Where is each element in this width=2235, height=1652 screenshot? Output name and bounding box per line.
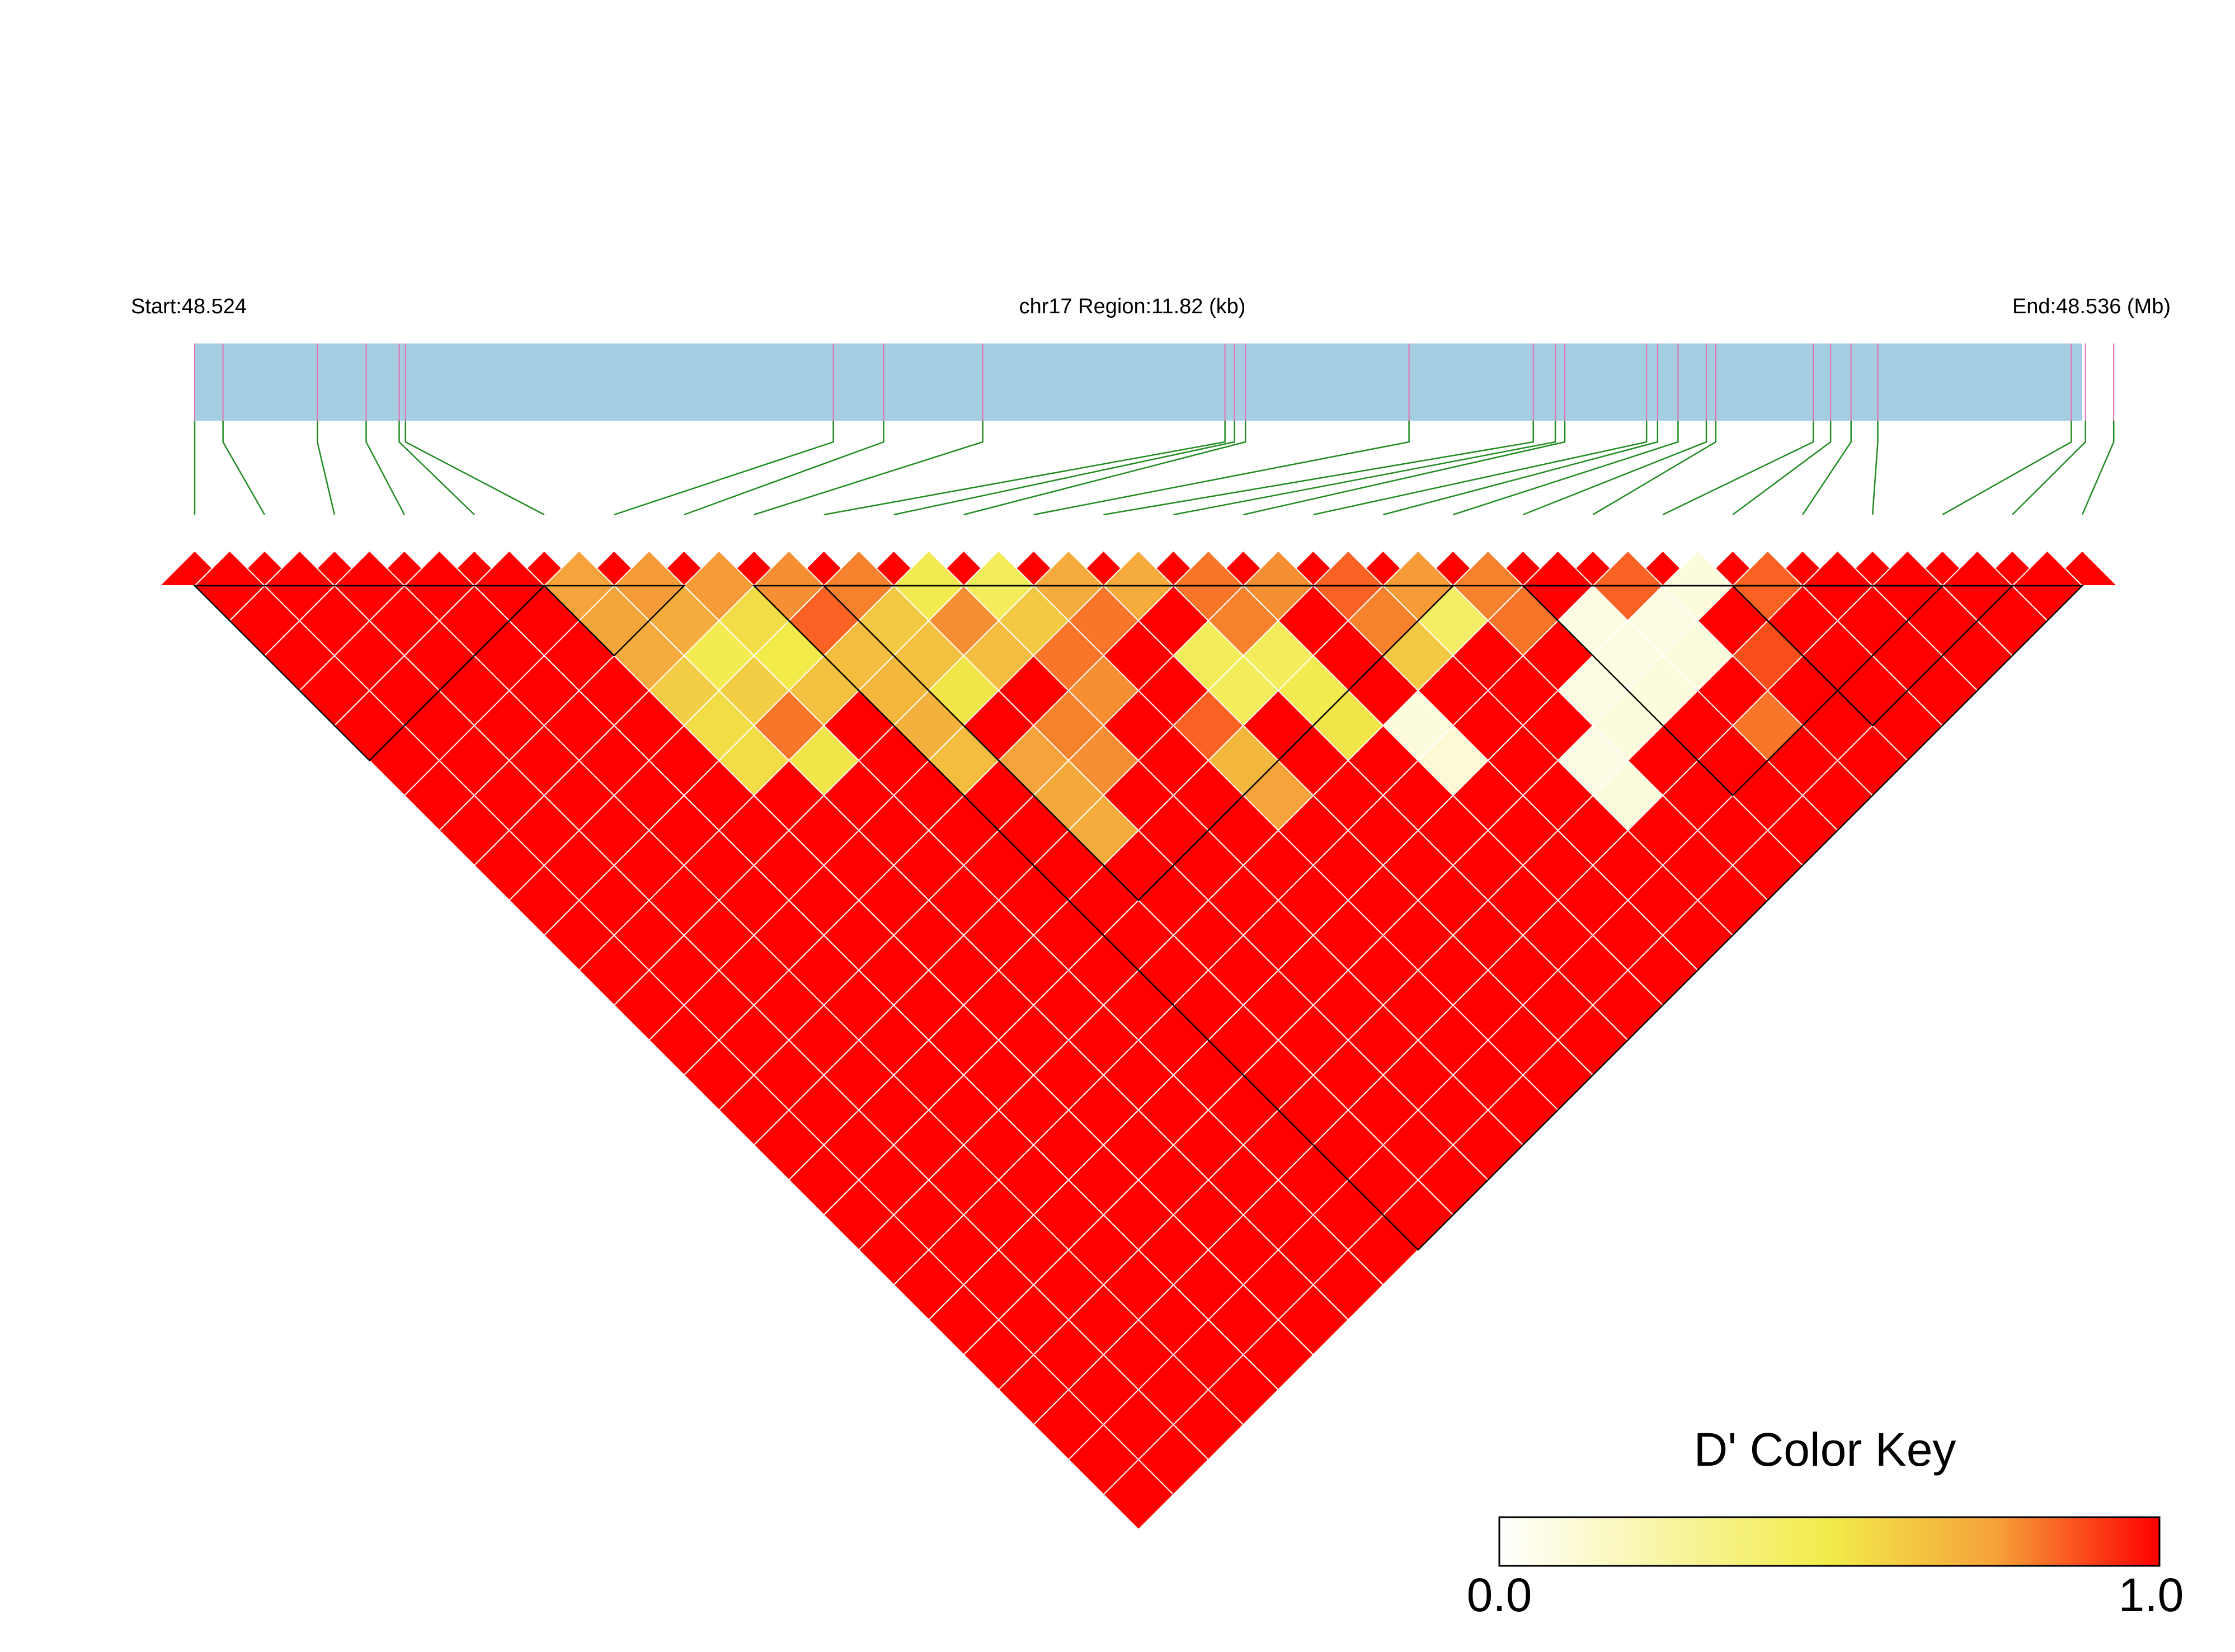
region-start-label: Start:48.524 <box>131 295 247 318</box>
snp-connector <box>1802 421 1852 515</box>
snp-connector <box>1871 421 1879 515</box>
genomic-region-bar <box>195 343 2082 421</box>
header-labels: Start:48.524 chr17 Region:11.82 (kb) End… <box>131 295 2171 318</box>
color-key-min-label: 0.0 <box>1467 1569 1532 1621</box>
snp-connector <box>1592 421 1717 516</box>
snp-connector <box>2012 421 2086 515</box>
color-key-max-label: 1.0 <box>2119 1569 2184 1621</box>
ld-matrix-cells <box>158 550 2119 1531</box>
ld-block-outline <box>822 585 1455 902</box>
snp-connector <box>222 421 266 515</box>
snp-connector <box>365 421 405 515</box>
snp-connector-lines <box>194 421 2115 516</box>
snp-connector <box>1732 421 1832 516</box>
snp-connector <box>2081 421 2115 515</box>
snp-connector <box>614 421 834 516</box>
ld-block-outlines <box>192 585 2085 1251</box>
region-end-label: End:48.536 (Mb) <box>2012 295 2171 318</box>
snp-connector <box>963 421 1246 516</box>
snp-connector <box>893 421 1235 516</box>
snp-connector <box>1313 421 1648 516</box>
color-key-title: D' Color Key <box>1694 1423 1956 1476</box>
snp-connector <box>317 421 336 515</box>
snp-connector <box>404 421 545 516</box>
snp-connector <box>1662 421 1814 516</box>
region-title: chr17 Region:11.82 (kb) <box>1019 295 1246 318</box>
snp-connector <box>1173 421 1556 516</box>
snp-connector <box>1033 421 1410 516</box>
snp-connector <box>1103 421 1534 516</box>
snp-position-ticks <box>194 343 2115 421</box>
ld-block-outline <box>192 585 546 762</box>
snp-connector <box>1383 421 1659 516</box>
snp-connector <box>398 421 475 515</box>
snp-connector <box>754 421 984 516</box>
snp-connector <box>1243 421 1566 516</box>
color-key: D' Color Key 0.0 1.0 <box>1467 1423 2184 1621</box>
ld-block-outline <box>542 585 686 657</box>
snp-connector <box>1522 421 1707 516</box>
snp-connector <box>1942 421 2072 516</box>
snp-connector <box>684 421 884 516</box>
color-key-gradient-bar <box>1498 1516 2161 1567</box>
ld-block-outline <box>1731 585 2015 727</box>
snp-connector <box>1452 421 1679 516</box>
snp-connector <box>824 421 1226 516</box>
